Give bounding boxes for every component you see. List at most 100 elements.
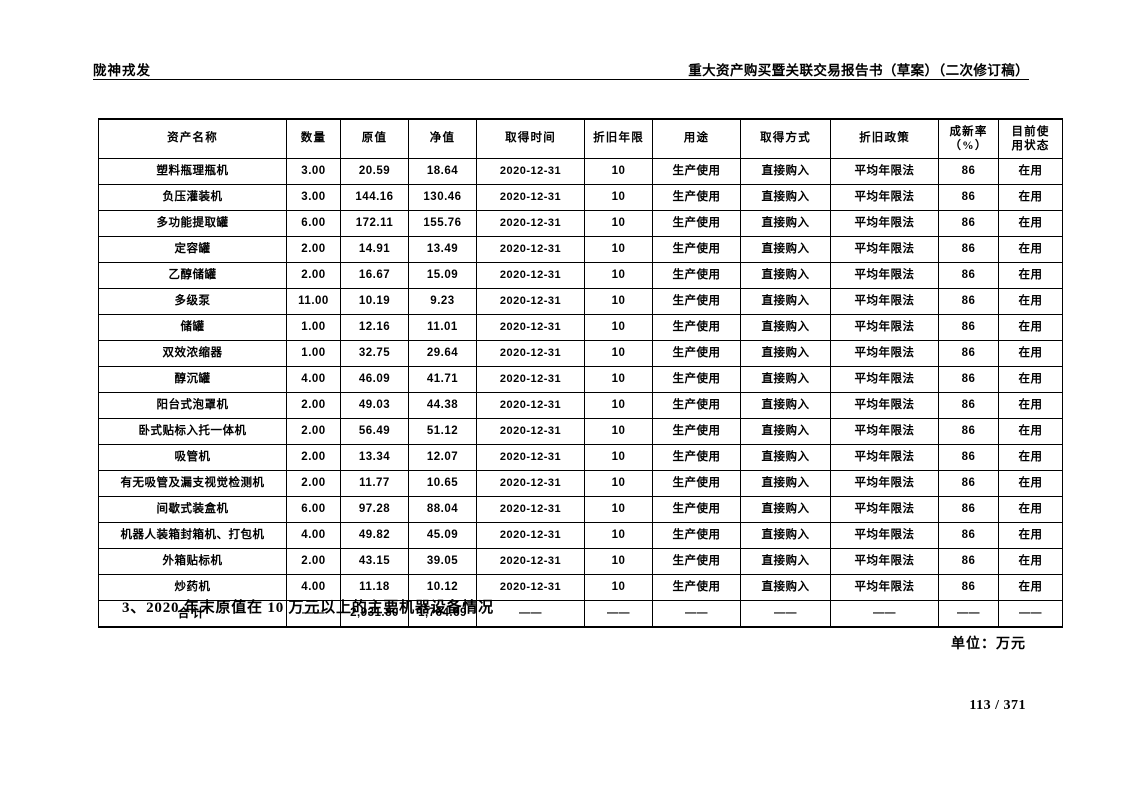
cell-quantity: 2.00 — [286, 548, 341, 575]
column-header-current-status: 目前使 用状态 — [998, 118, 1063, 159]
cell-depreciation-life: 10 — [584, 522, 653, 549]
cell-current-status: 在用 — [998, 496, 1063, 523]
cell-net-value: 130.46 — [408, 184, 477, 211]
cell-depreciation-life: 10 — [584, 340, 653, 367]
cell-acquire-method: 直接购入 — [740, 418, 831, 445]
page-header: 陇神戎发 重大资产购买暨关联交易报告书（草案）（二次修订稿） — [93, 54, 1029, 80]
cell-newness-rate: 86 — [938, 236, 999, 263]
cell-quantity: 6.00 — [286, 210, 341, 237]
cell-asset-name: 储罐 — [98, 314, 287, 341]
table-row: 炒药机 4.00 11.18 10.12 2020-12-31 10 生产使用 直接购入 平均年… — [98, 574, 1063, 601]
cell-asset-name: 多功能提取罐 — [98, 210, 287, 237]
cell-depreciation-policy: 平均年限法 — [830, 262, 939, 289]
cell-newness-rate: 86 — [938, 288, 999, 315]
cell-total-rate: —— — [938, 600, 999, 628]
cell-acquire-date: 2020-12-31 — [476, 236, 585, 263]
cell-net-value: 12.07 — [408, 444, 477, 471]
cell-asset-name: 阳台式泡罩机 — [98, 392, 287, 419]
table-header-row: 资产名称 数量 原值 净值 取得时间 折旧年限 用途 取得方式 折旧政策 成新率… — [98, 118, 1063, 159]
cell-original-value: 12.16 — [340, 314, 409, 341]
cell-depreciation-policy: 平均年限法 — [830, 184, 939, 211]
cell-current-status: 在用 — [998, 470, 1063, 497]
cell-depreciation-life: 10 — [584, 470, 653, 497]
cell-acquire-date: 2020-12-31 — [476, 184, 585, 211]
cell-acquire-date: 2020-12-31 — [476, 496, 585, 523]
cell-quantity: 2.00 — [286, 418, 341, 445]
cell-acquire-method: 直接购入 — [740, 158, 831, 185]
asset-table-container: 资产名称 数量 原值 净值 取得时间 折旧年限 用途 取得方式 折旧政策 成新率… — [98, 118, 1063, 628]
cell-asset-name: 吸管机 — [98, 444, 287, 471]
cell-original-value: 13.34 — [340, 444, 409, 471]
cell-depreciation-life: 10 — [584, 184, 653, 211]
table-row: 储罐 1.00 12.16 11.01 2020-12-31 10 生产使用 直接购入 平均年限… — [98, 314, 1063, 341]
cell-asset-name: 机器人装箱封箱机、打包机 — [98, 522, 287, 549]
cell-original-value: 172.11 — [340, 210, 409, 237]
header-document-title: 重大资产购买暨关联交易报告书（草案）（二次修订稿） — [688, 62, 1029, 78]
cell-acquire-method: 直接购入 — [740, 496, 831, 523]
cell-depreciation-policy: 平均年限法 — [830, 340, 939, 367]
cell-depreciation-life: 10 — [584, 262, 653, 289]
cell-depreciation-policy: 平均年限法 — [830, 522, 939, 549]
table-row: 吸管机 2.00 13.34 12.07 2020-12-31 10 生产使用 直接购入 平均年… — [98, 444, 1063, 471]
cell-depreciation-policy: 平均年限法 — [830, 444, 939, 471]
cell-original-value: 16.67 — [340, 262, 409, 289]
cell-original-value: 43.15 — [340, 548, 409, 575]
cell-asset-name: 双效浓缩器 — [98, 340, 287, 367]
cell-original-value: 20.59 — [340, 158, 409, 185]
cell-acquire-method: 直接购入 — [740, 236, 831, 263]
cell-newness-rate: 86 — [938, 444, 999, 471]
table-row: 阳台式泡罩机 2.00 49.03 44.38 2020-12-31 10 生产使用 直接购入… — [98, 392, 1063, 419]
cell-depreciation-policy: 平均年限法 — [830, 158, 939, 185]
newness-rate-line1: 成新率 — [949, 125, 988, 138]
cell-asset-name: 负压灌装机 — [98, 184, 287, 211]
table-row: 多功能提取罐 6.00 172.11 155.76 2020-12-31 10 生产使用 直接… — [98, 210, 1063, 237]
cell-acquire-date: 2020-12-31 — [476, 470, 585, 497]
cell-acquire-method: 直接购入 — [740, 522, 831, 549]
cell-newness-rate: 86 — [938, 314, 999, 341]
cell-current-status: 在用 — [998, 236, 1063, 263]
cell-current-status: 在用 — [998, 522, 1063, 549]
cell-total-use: —— — [652, 600, 741, 628]
column-header-depreciation-policy: 折旧政策 — [830, 118, 939, 159]
cell-asset-name: 卧式贴标入托一体机 — [98, 418, 287, 445]
table-header: 资产名称 数量 原值 净值 取得时间 折旧年限 用途 取得方式 折旧政策 成新率… — [98, 118, 1063, 159]
cell-quantity: 11.00 — [286, 288, 341, 315]
cell-acquire-date: 2020-12-31 — [476, 522, 585, 549]
cell-net-value: 51.12 — [408, 418, 477, 445]
cell-usage: 生产使用 — [652, 574, 741, 601]
cell-quantity: 1.00 — [286, 340, 341, 367]
cell-asset-name: 多级泵 — [98, 288, 287, 315]
cell-original-value: 49.82 — [340, 522, 409, 549]
cell-depreciation-policy: 平均年限法 — [830, 288, 939, 315]
cell-depreciation-policy: 平均年限法 — [830, 470, 939, 497]
cell-depreciation-policy: 平均年限法 — [830, 392, 939, 419]
cell-original-value: 14.91 — [340, 236, 409, 263]
cell-quantity: 2.00 — [286, 262, 341, 289]
cell-depreciation-policy: 平均年限法 — [830, 210, 939, 237]
table-row: 间歇式装盒机 6.00 97.28 88.04 2020-12-31 10 生产使用 直接购入… — [98, 496, 1063, 523]
section-heading: 3、2020 年末原值在 10 万元以上的主要机器设备情况 — [122, 600, 494, 616]
cell-newness-rate: 86 — [938, 184, 999, 211]
cell-net-value: 18.64 — [408, 158, 477, 185]
cell-net-value: 29.64 — [408, 340, 477, 367]
cell-usage: 生产使用 — [652, 340, 741, 367]
cell-depreciation-policy: 平均年限法 — [830, 548, 939, 575]
table-row: 乙醇储罐 2.00 16.67 15.09 2020-12-31 10 生产使用 直接购入 平均… — [98, 262, 1063, 289]
cell-newness-rate: 86 — [938, 340, 999, 367]
cell-net-value: 11.01 — [408, 314, 477, 341]
cell-asset-name: 乙醇储罐 — [98, 262, 287, 289]
cell-acquire-method: 直接购入 — [740, 262, 831, 289]
cell-net-value: 39.05 — [408, 548, 477, 575]
cell-acquire-date: 2020-12-31 — [476, 444, 585, 471]
table-row: 机器人装箱封箱机、打包机 4.00 49.82 45.09 2020-12-31 10 生产… — [98, 522, 1063, 549]
cell-original-value: 144.16 — [340, 184, 409, 211]
cell-depreciation-life: 10 — [584, 574, 653, 601]
table-row: 负压灌装机 3.00 144.16 130.46 2020-12-31 10 生产使用 直接购… — [98, 184, 1063, 211]
cell-usage: 生产使用 — [652, 184, 741, 211]
table-row: 定容罐 2.00 14.91 13.49 2020-12-31 10 生产使用 直接购入 平均年… — [98, 236, 1063, 263]
cell-usage: 生产使用 — [652, 262, 741, 289]
cell-quantity: 1.00 — [286, 314, 341, 341]
cell-depreciation-life: 10 — [584, 158, 653, 185]
cell-acquire-date: 2020-12-31 — [476, 392, 585, 419]
